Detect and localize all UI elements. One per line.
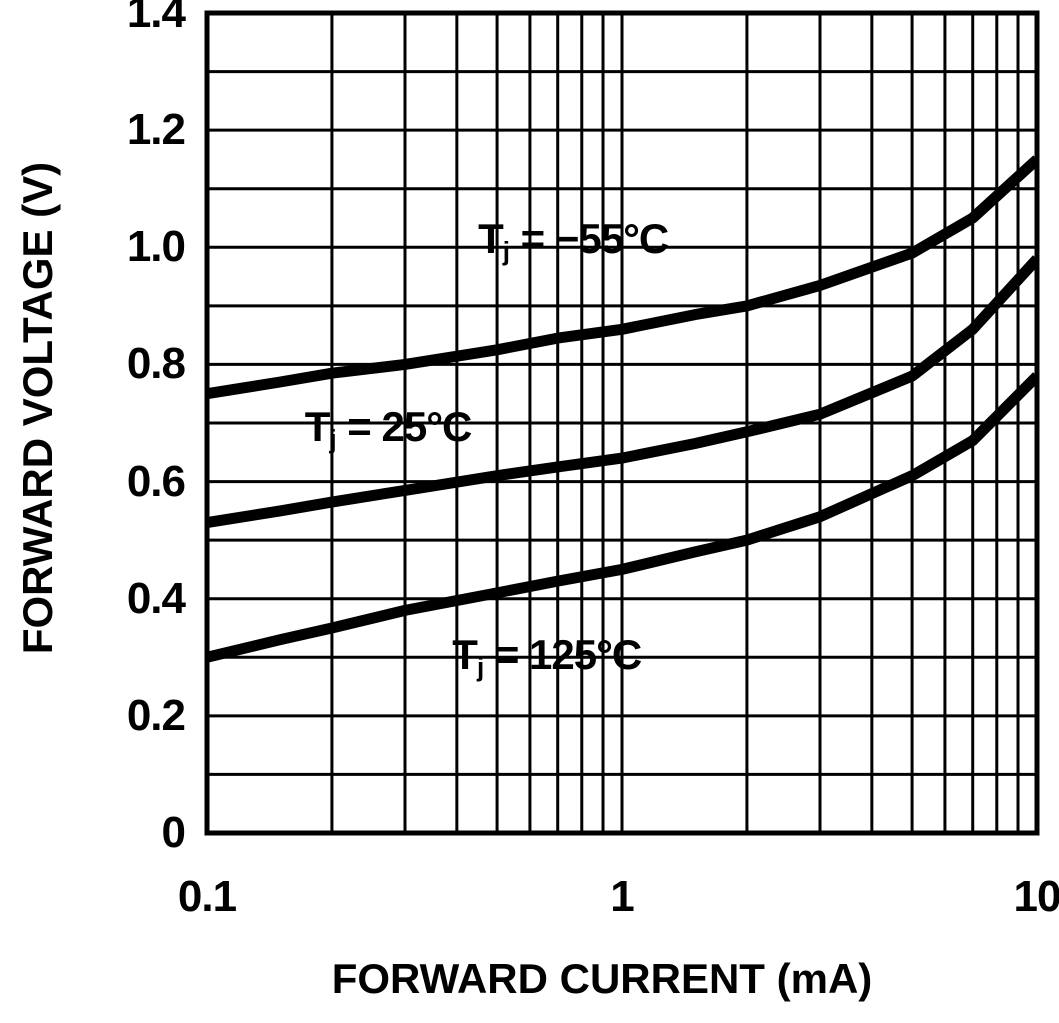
y-tick-label: 0.6: [126, 456, 186, 506]
series-label-text: T: [452, 631, 478, 679]
series-label-subscript: j: [476, 652, 485, 683]
plot-frame: [204, 10, 1040, 836]
y-tick-label: 1.0: [126, 222, 186, 272]
y-tick-label: 0.8: [126, 339, 186, 389]
x-tick-label: 10: [1013, 872, 1059, 921]
y-tick-label: 0.4: [126, 573, 186, 623]
series-label-tj-125c: Tj = 125°C: [452, 631, 642, 683]
series-curve-0: [207, 155, 1037, 400]
x-axis-title: FORWARD CURRENT (mA): [331, 955, 873, 1002]
y-tick-label: 0: [161, 808, 186, 857]
series-label-tj-minus-55c: Tj = −55°C: [478, 215, 670, 267]
series-curve-2: [207, 372, 1037, 663]
series-label-text: T: [478, 215, 504, 263]
series-curve-1: [207, 255, 1037, 529]
x-tick-label: 1: [610, 872, 634, 921]
y-tick-label: 1.2: [126, 105, 186, 155]
series-label-text: = 25°C: [336, 402, 472, 450]
series-label-tj-25c: Tj = 25°C: [304, 402, 473, 454]
series-label-text: = −55°C: [509, 215, 670, 263]
series-label-subscript: j: [502, 236, 510, 267]
y-tick-label: 0.2: [126, 690, 186, 740]
x-tick-label: 0.1: [177, 872, 237, 921]
series-label-text: = 125°C: [484, 631, 642, 679]
series-label-subscript: j: [329, 423, 337, 454]
y-axis-title: FORWARD VOLTAGE (V): [14, 161, 61, 655]
series-label-text: T: [304, 402, 331, 450]
y-tick-label: 1.4: [126, 0, 186, 37]
